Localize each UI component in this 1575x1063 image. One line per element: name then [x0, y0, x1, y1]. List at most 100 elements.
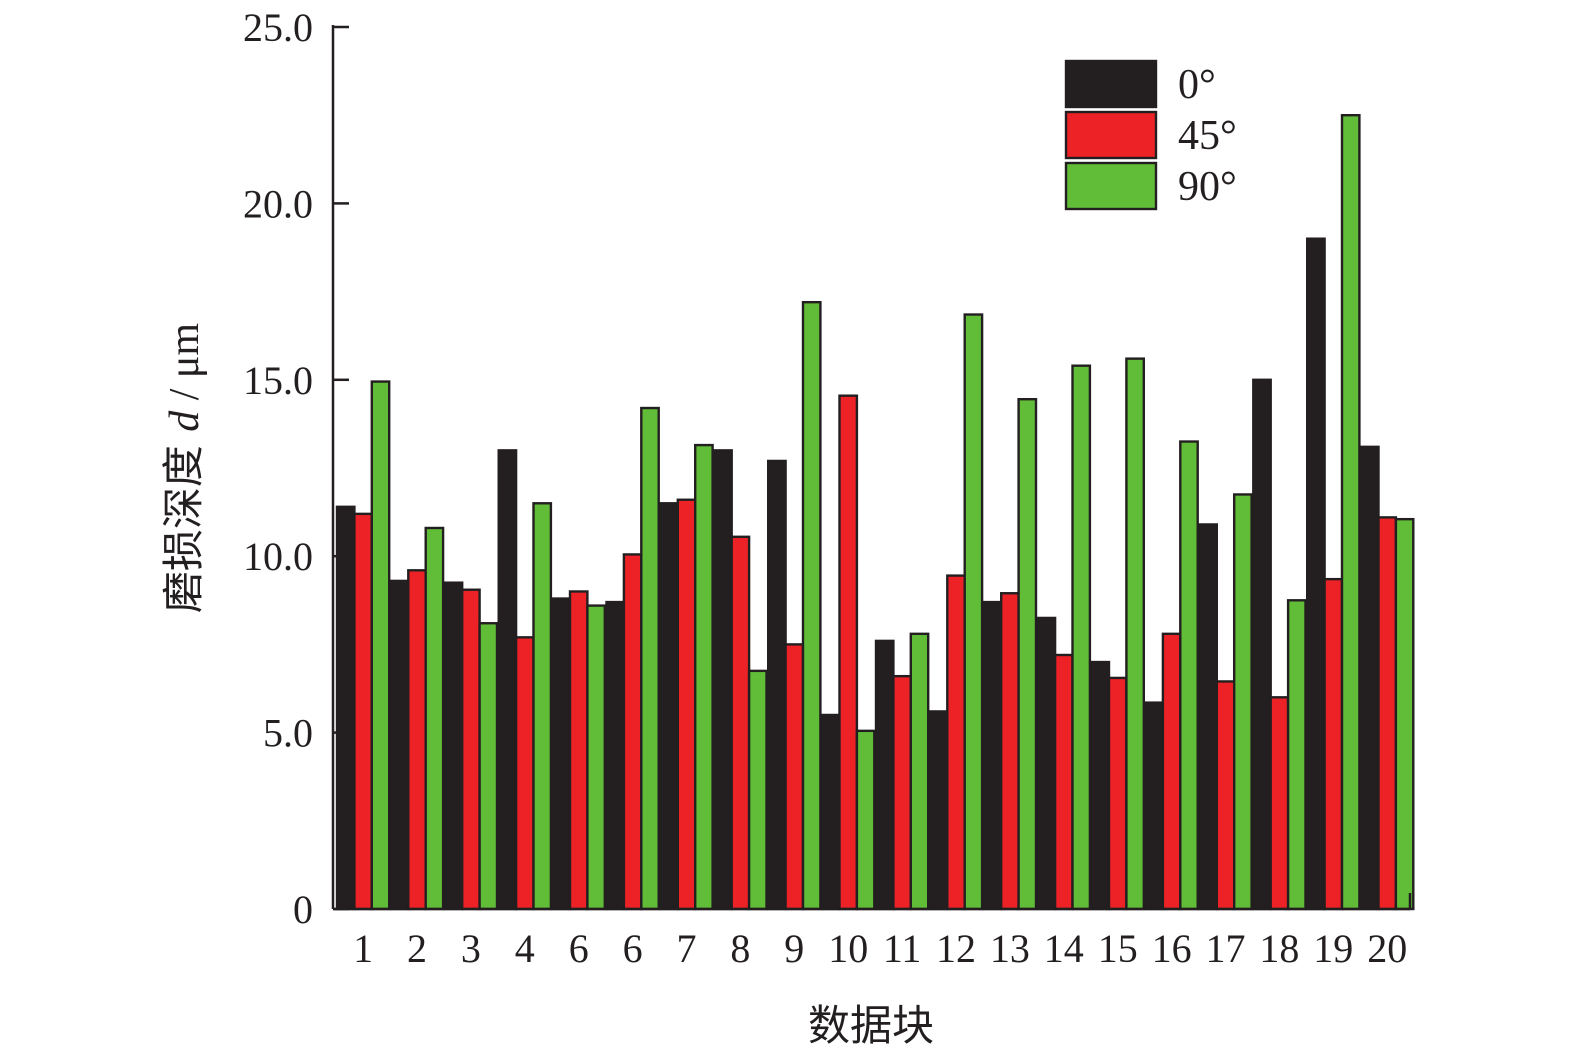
bar-5-series-0 [551, 597, 572, 911]
x-tick-label: 20 [1367, 926, 1407, 971]
bar-13-series-0 [982, 600, 1003, 911]
bar-5-series-2 [586, 604, 607, 911]
bar-18-series-1 [1269, 696, 1290, 911]
x-tick-label: 17 [1206, 926, 1246, 971]
legend-label-2: 90° [1178, 164, 1237, 210]
bar-11-series-2 [909, 632, 930, 911]
x-tick-label: 3 [461, 926, 481, 971]
bar-3-series-0 [443, 581, 464, 911]
bar-18-series-2 [1286, 599, 1307, 911]
y-tick-label: 0 [293, 887, 313, 932]
x-tick-label: 2 [407, 926, 427, 971]
bar-1-series-2 [370, 380, 391, 911]
legend-label-0: 0° [1178, 62, 1216, 108]
bar-4-series-2 [532, 502, 553, 911]
bar-19-series-0 [1305, 237, 1326, 911]
bar-3-series-1 [461, 588, 481, 911]
x-tick-label: 18 [1259, 926, 1299, 971]
bar-8-series-0 [713, 449, 733, 911]
bar-20-series-1 [1377, 516, 1398, 911]
bar-7-series-0 [659, 502, 680, 911]
bar-10-series-0 [820, 713, 841, 911]
bar-13-series-1 [1000, 592, 1020, 911]
x-axis-title: 数据块 [808, 1001, 934, 1050]
bar-11-series-1 [892, 674, 913, 911]
y-tick-label: 20.0 [243, 181, 313, 226]
bar-20-series-0 [1359, 445, 1380, 911]
y-ticks-group: 0 5.0 10.0 15.0 20.0 25.0 [243, 5, 349, 932]
x-tick-label: 11 [883, 926, 922, 971]
bar-14-series-2 [1071, 364, 1092, 911]
x-tick-label: 4 [515, 926, 535, 971]
x-tick-label: 6 [623, 926, 643, 971]
bar-2-series-0 [389, 579, 410, 911]
bar-11-series-0 [874, 639, 895, 911]
bar-5-series-1 [568, 590, 589, 911]
bar-16-series-1 [1161, 632, 1182, 911]
bar-10-series-1 [838, 394, 859, 911]
y-tick-label: 10.0 [243, 534, 313, 579]
bar-16-series-0 [1144, 701, 1165, 911]
x-tick-label: 6 [569, 926, 589, 971]
bar-6-series-1 [622, 553, 643, 911]
bar-1-series-0 [335, 505, 356, 911]
bar-16-series-2 [1179, 440, 1199, 911]
legend-label-1: 45° [1178, 113, 1237, 159]
x-tick-label: 9 [784, 926, 804, 971]
bars-group [335, 113, 1415, 911]
y-axis-title-prefix: 磨损深度 [159, 432, 208, 613]
legend-swatch-1 [1064, 110, 1158, 160]
bar-6-series-0 [605, 600, 626, 911]
bar-8-series-2 [747, 669, 768, 911]
x-ticks-group: 1 2 3 4 6 6 7 8 9 10 11 12 13 14 15 16 17 18 19 20 [353, 926, 1407, 971]
x-tick-label: 14 [1044, 926, 1084, 971]
bar-17-series-1 [1215, 680, 1236, 911]
bar-3-series-2 [478, 622, 499, 911]
bar-4-series-1 [514, 636, 535, 911]
bar-15-series-1 [1107, 676, 1128, 911]
x-tick-label: 8 [730, 926, 750, 971]
bar-12-series-0 [928, 710, 949, 911]
y-axis-title-variable: d [162, 410, 208, 432]
bar-19-series-2 [1340, 113, 1361, 911]
x-tick-label: 15 [1098, 926, 1138, 971]
y-tick-label: 5.0 [263, 711, 313, 756]
bar-1-series-1 [353, 512, 373, 911]
y-axis-title-unit: / μm [162, 323, 208, 411]
y-tick-label: 25.0 [243, 5, 313, 50]
bar-9-series-1 [784, 643, 805, 911]
bar-9-series-0 [767, 459, 787, 911]
bar-17-series-2 [1232, 493, 1253, 911]
x-tick-label: 10 [828, 926, 868, 971]
bar-4-series-0 [497, 449, 518, 911]
bar-14-series-1 [1053, 653, 1074, 911]
x-tick-label: 7 [677, 926, 697, 971]
bar-17-series-0 [1198, 523, 1219, 911]
axes-group [331, 25, 1412, 911]
x-tick-label: 19 [1313, 926, 1353, 971]
x-tick-label: 1 [353, 926, 373, 971]
bar-12-series-2 [963, 313, 984, 911]
bar-19-series-1 [1323, 577, 1344, 911]
bar-12-series-1 [946, 574, 966, 911]
bar-7-series-1 [676, 498, 697, 911]
bar-7-series-2 [694, 443, 714, 911]
bar-15-series-0 [1090, 660, 1111, 911]
y-axis-title: 磨损深度 d / μm [159, 323, 208, 614]
bar-20-series-2 [1394, 517, 1415, 911]
bar-10-series-2 [855, 729, 876, 911]
bar-15-series-2 [1125, 357, 1146, 911]
x-tick-label: 12 [936, 926, 976, 971]
bar-14-series-0 [1036, 616, 1057, 911]
bar-6-series-2 [640, 406, 660, 911]
bar-2-series-1 [407, 569, 427, 911]
bar-2-series-2 [424, 526, 445, 911]
legend-swatch-2 [1064, 161, 1158, 211]
x-tick-label: 16 [1152, 926, 1192, 971]
y-tick-label: 15.0 [243, 358, 313, 403]
bar-8-series-1 [730, 535, 751, 911]
bar-9-series-2 [801, 300, 822, 911]
bar-18-series-0 [1252, 378, 1272, 911]
legend-swatch-0 [1064, 59, 1158, 109]
